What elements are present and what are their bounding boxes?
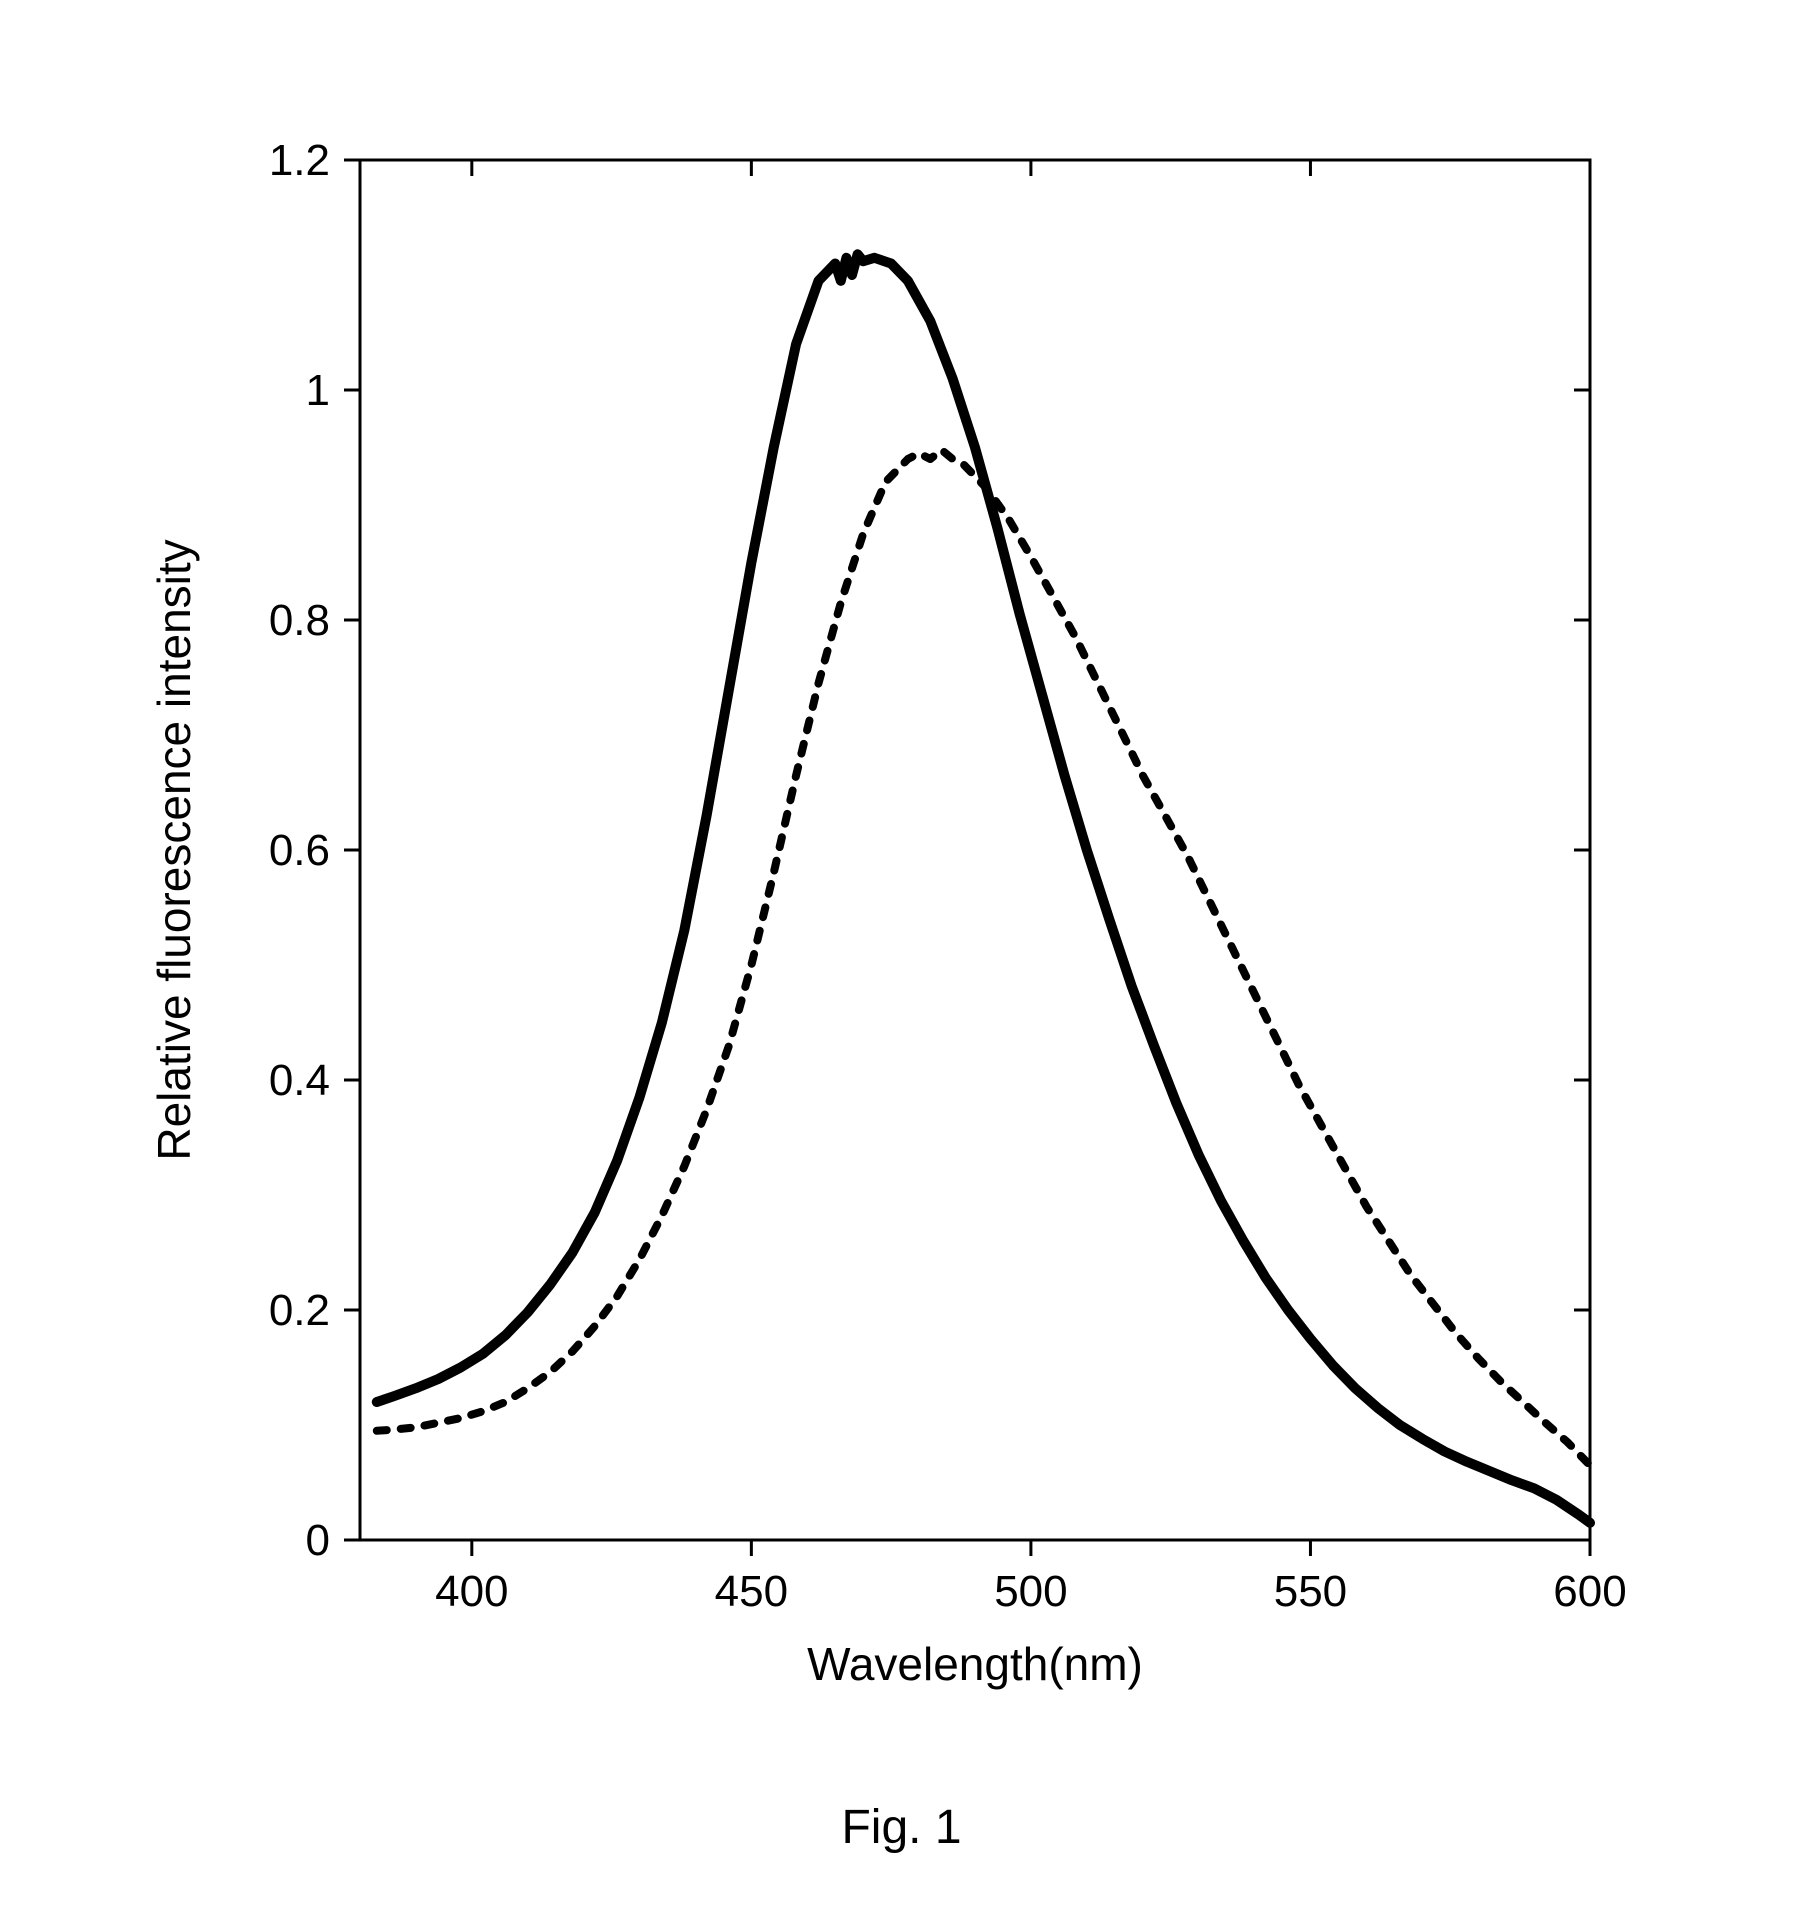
figure-caption: Fig. 1 — [0, 1800, 1803, 1855]
svg-text:0.8: 0.8 — [269, 596, 330, 645]
svg-text:600: 600 — [1553, 1567, 1626, 1616]
svg-text:0: 0 — [306, 1516, 330, 1565]
svg-text:1: 1 — [306, 366, 330, 415]
svg-text:Wavelength(nm): Wavelength(nm) — [807, 1638, 1143, 1690]
svg-text:0.4: 0.4 — [269, 1056, 330, 1105]
svg-text:550: 550 — [1274, 1567, 1347, 1616]
svg-text:0.2: 0.2 — [269, 1286, 330, 1335]
spectrum-chart: 400 450 500 550 600 0 0.2 0.4 0.6 0.8 1 1.2 Waveleng… — [140, 120, 1660, 1720]
svg-text:Relative fluorescence intensit: Relative fluorescence intensity — [148, 539, 200, 1160]
svg-text:1.2: 1.2 — [269, 136, 330, 185]
svg-text:0.6: 0.6 — [269, 826, 330, 875]
chart-svg: 400 450 500 550 600 0 0.2 0.4 0.6 0.8 1 1.2 Waveleng… — [140, 120, 1660, 1720]
svg-text:450: 450 — [715, 1567, 788, 1616]
svg-text:400: 400 — [435, 1567, 508, 1616]
page: 400 450 500 550 600 0 0.2 0.4 0.6 0.8 1 1.2 Waveleng… — [0, 0, 1803, 1924]
svg-text:500: 500 — [994, 1567, 1067, 1616]
